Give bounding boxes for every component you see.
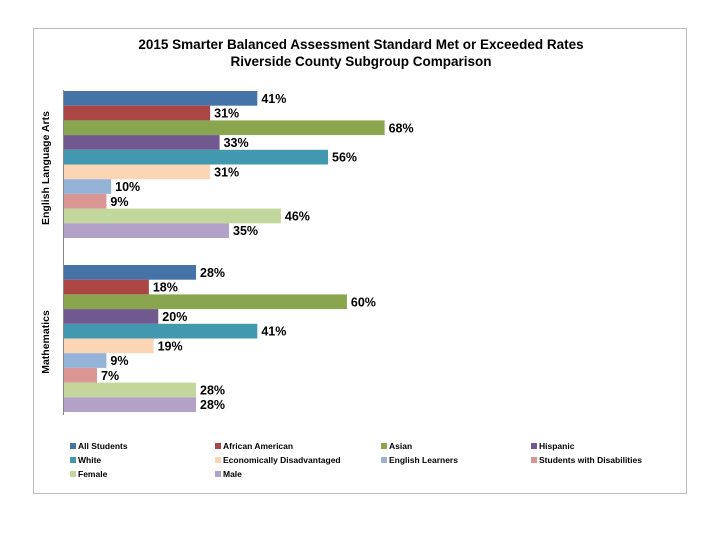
bar-mathematics-white (64, 323, 258, 339)
data-label-english-language-arts-students-with-disabilities: 9% (110, 195, 128, 209)
legend-swatch-male (215, 471, 221, 477)
data-label-english-language-arts-hispanic: 33% (224, 136, 249, 150)
legend-swatch-economically-disadvantaged (215, 457, 221, 463)
category-label-math: Mathematics (40, 310, 52, 374)
bar-mathematics-male (64, 397, 197, 412)
legend-swatch-students-with-disabilities (531, 457, 537, 463)
bar-mathematics-hispanic (64, 309, 159, 324)
category-label-ela: English Language Arts (40, 111, 52, 225)
data-label-mathematics-hispanic: 20% (162, 310, 187, 324)
bar-english-language-arts-economically-disadvantaged (64, 164, 211, 180)
data-label-mathematics-all-students: 28% (200, 266, 225, 280)
chart-title: 2015 Smarter Balanced Assessment Standar… (138, 37, 583, 52)
legend-label-students-with-disabilities: Students with Disabilities (539, 455, 642, 465)
legend-label-hispanic: Hispanic (539, 441, 575, 451)
bar-mathematics-economically-disadvantaged (64, 338, 154, 354)
data-label-mathematics-african-american: 18% (153, 281, 178, 295)
bar-english-language-arts-all-students (64, 91, 258, 106)
data-label-mathematics-male: 28% (200, 398, 225, 412)
data-label-mathematics-white: 41% (261, 325, 286, 339)
data-label-english-language-arts-economically-disadvantaged: 31% (214, 165, 239, 179)
bar-mathematics-all-students (64, 265, 197, 280)
data-label-mathematics-students-with-disabilities: 7% (101, 369, 119, 383)
data-label-english-language-arts-all-students: 41% (261, 92, 286, 106)
legend-label-asian: Asian (389, 441, 412, 451)
legend-label-english-learners: English Learners (389, 455, 458, 465)
legend-label-african-american: African American (223, 441, 293, 451)
legend-swatch-hispanic (531, 443, 537, 449)
data-label-english-language-arts-asian: 68% (389, 121, 414, 135)
data-label-english-language-arts-female: 46% (285, 209, 310, 223)
data-label-english-language-arts-english-learners: 10% (115, 180, 140, 194)
bar-mathematics-female (64, 382, 197, 398)
legend-swatch-all-students (70, 443, 76, 449)
legend-label-male: Male (223, 469, 242, 479)
legend-swatch-asian (381, 443, 387, 449)
legend-swatch-english-learners (381, 457, 387, 463)
legend-swatch-white (70, 457, 76, 463)
bar-english-language-arts-asian (64, 120, 385, 136)
bar-english-language-arts-male (64, 223, 230, 238)
bar-mathematics-english-learners (64, 353, 107, 368)
legend-swatch-female (70, 471, 76, 477)
legend-label-female: Female (78, 469, 108, 479)
bar-mathematics-african-american (64, 279, 149, 295)
data-label-english-language-arts-white: 56% (332, 151, 357, 165)
bars-group: 41%31%68%33%56%31%10%9%46%35%28%18%60%20… (64, 91, 414, 412)
legend: All Students African American Asian Hispani… (70, 441, 642, 479)
bar-english-language-arts-students-with-disabilities (64, 193, 107, 209)
chart-subtitle: Riverside County Subgroup Comparison (230, 54, 491, 69)
bar-english-language-arts-white (64, 149, 329, 165)
bar-mathematics-students-with-disabilities (64, 367, 98, 383)
bar-english-language-arts-hispanic (64, 135, 220, 150)
legend-label-all-students: All Students (78, 441, 128, 451)
data-label-mathematics-female: 28% (200, 383, 225, 397)
bar-english-language-arts-female (64, 208, 281, 224)
bar-english-language-arts-african-american (64, 105, 211, 121)
legend-label-white: White (78, 455, 101, 465)
bar-english-language-arts-english-learners (64, 179, 112, 194)
chart-frame: 2015 Smarter Balanced Assessment Standar… (33, 28, 687, 494)
data-label-english-language-arts-male: 35% (233, 224, 258, 238)
data-label-mathematics-asian: 60% (351, 295, 376, 309)
data-label-english-language-arts-african-american: 31% (214, 107, 239, 121)
data-label-mathematics-economically-disadvantaged: 19% (158, 339, 183, 353)
bar-chart: 2015 Smarter Balanced Assessment Standar… (40, 37, 642, 479)
data-label-mathematics-english-learners: 9% (110, 354, 128, 368)
legend-swatch-african-american (215, 443, 221, 449)
legend-label-economically-disadvantaged: Economically Disadvantaged (223, 455, 341, 465)
bar-mathematics-asian (64, 294, 347, 310)
